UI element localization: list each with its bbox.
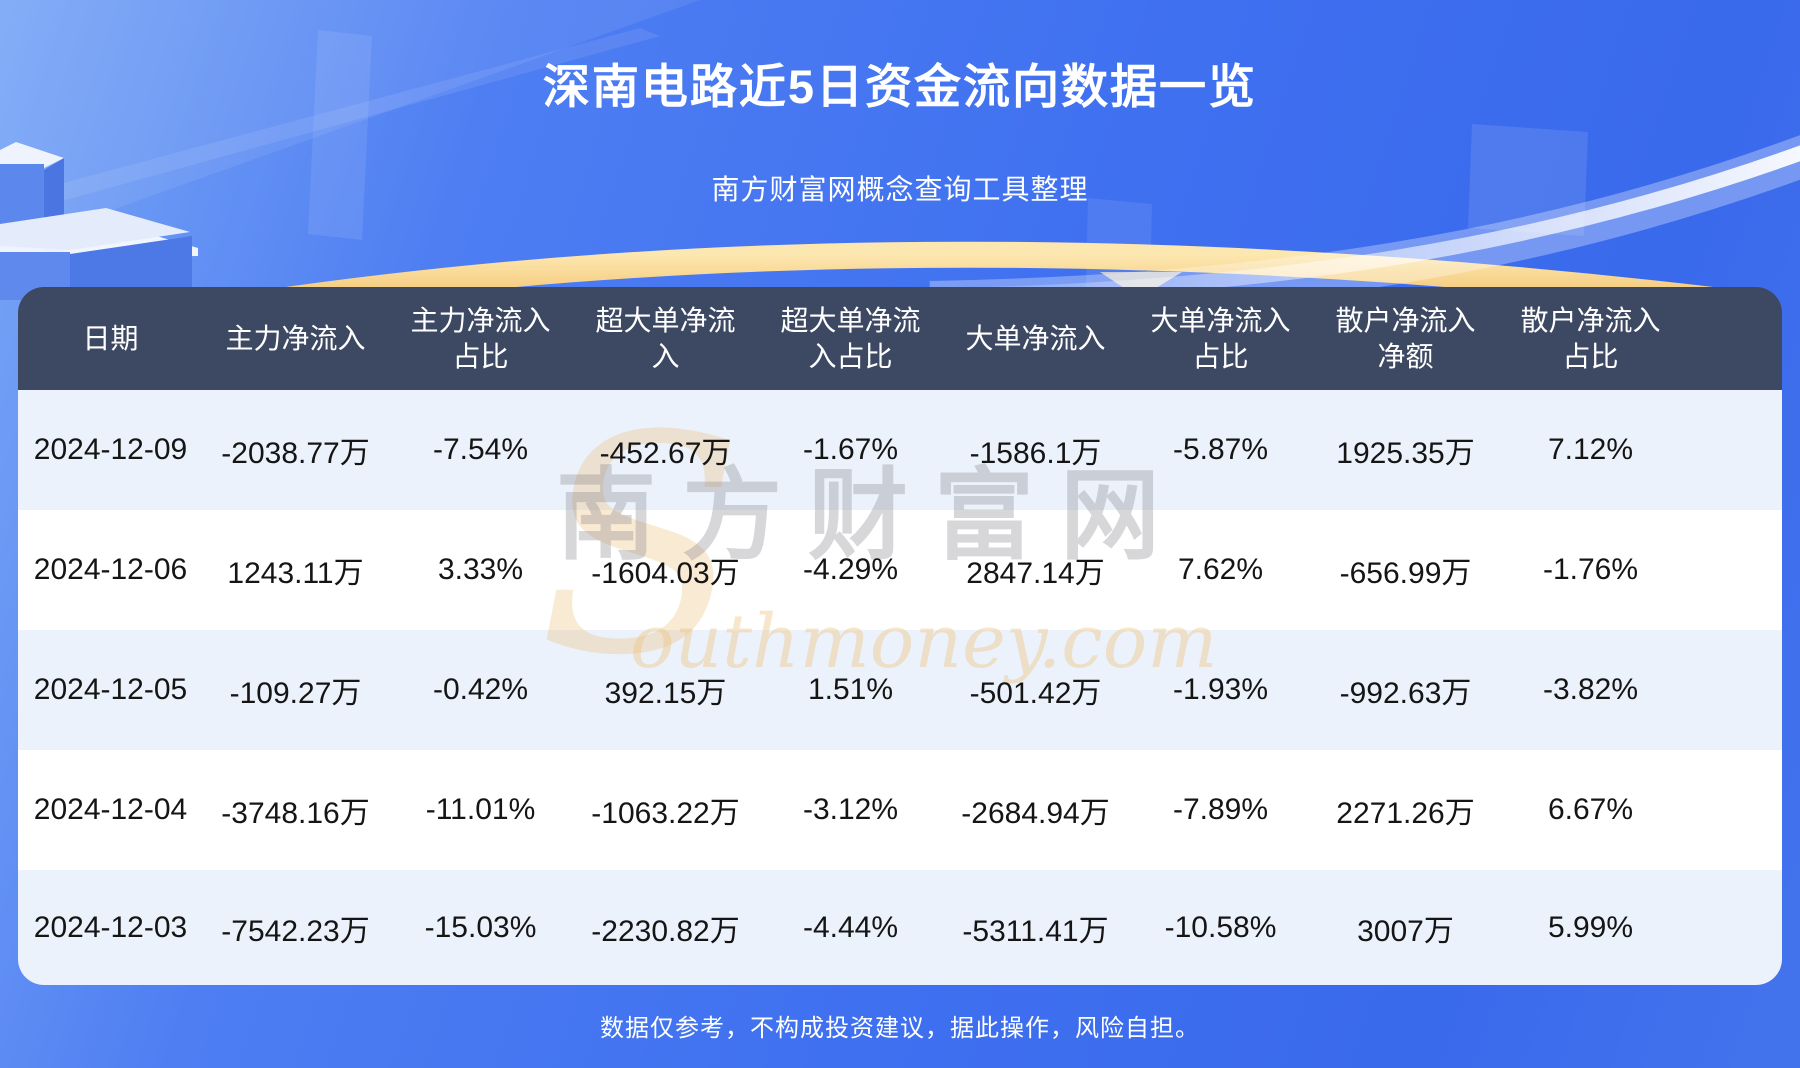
cell-value: -1586.1万 (969, 437, 1102, 470)
page-title: 深南电路近5日资金流向数据一览 (542, 60, 1258, 113)
cell-date: 2024-12-06 (33, 553, 188, 586)
table-row: 2024-12-05 -109.27万 -0.42% 392.15万 1.51%… (18, 630, 1782, 750)
column-header-retail-net-inflow-pct: 散户净流入 占比 (1520, 304, 1661, 372)
cell-value: -1.67% (802, 433, 899, 466)
spacer-cell (1683, 390, 1782, 510)
glass-panel-right (1468, 124, 1588, 236)
cell-value: -3.82% (1542, 673, 1639, 706)
cell-value: 7.62% (1177, 553, 1264, 586)
fund-flow-table: 日期 主力净流入 主力净流入 占比 超大单净流 入 超大单净流 入占比 大单净流… (18, 287, 1782, 985)
fund-flow-table-card: S 南方财富网 outhmoney.com 日期 主力净流入 主力净流入 占比 … (18, 287, 1782, 985)
cell-value: -1063.22万 (591, 797, 740, 830)
cell-date: 2024-12-04 (33, 793, 188, 826)
cell-value: -1.93% (1172, 673, 1269, 706)
column-header-large-order-net-inflow-pct: 大单净流入 占比 (1150, 304, 1291, 372)
row-stripe (18, 390, 1782, 510)
cell-value: -3.12% (802, 793, 899, 826)
cell-value: 1243.11万 (227, 557, 364, 590)
cell-value: 6.67% (1547, 793, 1634, 826)
page-subtitle: 南方财富网概念查询工具整理 (711, 174, 1089, 205)
row-stripes-background (18, 287, 1782, 985)
cell-value: -10.58% (1164, 910, 1277, 944)
cell-value: 2271.26万 (1336, 797, 1475, 830)
row-stripe (18, 510, 1782, 630)
cell-value: -1.76% (1542, 553, 1639, 586)
cell-value: 392.15万 (604, 677, 727, 710)
cell-value: -2684.94万 (961, 797, 1110, 830)
banner-decoration-graphic (0, 0, 1800, 300)
header-stripe (18, 287, 1782, 390)
cell-value: -3748.16万 (221, 797, 370, 830)
cell-value: -15.03% (424, 910, 537, 944)
cell-value: 7.12% (1547, 433, 1634, 466)
column-header-xl-order-net-inflow-pct: 超大单净流 入占比 (780, 304, 921, 372)
cell-value: 5.99% (1547, 910, 1634, 944)
cell-value: -5.87% (1172, 433, 1269, 466)
cell-value: -5311.41万 (962, 914, 1109, 948)
cell-value: 3007万 (1357, 914, 1454, 948)
cell-value: 2847.14万 (966, 557, 1105, 590)
glass-panel-left (308, 30, 372, 240)
table-row: 2024-12-09 -2038.77万 -7.54% -452.67万 -1.… (18, 390, 1782, 510)
cell-value: -2230.82万 (591, 914, 740, 948)
cell-value: -7542.23万 (221, 914, 370, 948)
cell-value: -11.01% (425, 793, 536, 826)
row-stripe (18, 630, 1782, 750)
cell-value: -0.42% (432, 673, 529, 706)
column-header-date: 日期 (82, 322, 139, 354)
cell-value: -7.54% (432, 433, 529, 466)
cell-value: -7.89% (1172, 793, 1269, 826)
spacer-cell (1683, 750, 1782, 870)
cell-date: 2024-12-05 (33, 673, 188, 706)
table-row: 2024-12-06 1243.11万 3.33% -1604.03万 -4.2… (18, 510, 1782, 630)
cell-value: 1.51% (807, 673, 894, 706)
cell-date: 2024-12-03 (33, 910, 188, 944)
spacer-cell (1683, 870, 1782, 985)
column-header-main-net-inflow: 主力净流入 (225, 322, 366, 354)
disclaimer-text: 数据仅参考，不构成投资建议，据此操作，风险自担。 (600, 1015, 1200, 1042)
cell-value: 3.33% (437, 553, 524, 586)
row-stripe (18, 870, 1782, 985)
cell-value: 1925.35万 (1336, 437, 1475, 470)
cell-value: -452.67万 (599, 437, 732, 470)
column-header-main-net-inflow-pct: 主力净流入 占比 (410, 304, 551, 372)
spacer-header (1683, 287, 1782, 390)
cell-value: -1604.03万 (591, 557, 740, 590)
row-stripe (18, 750, 1782, 870)
cell-value: -4.29% (802, 553, 899, 586)
cell-value: -109.27万 (229, 677, 362, 710)
sheen-shape (0, 0, 700, 250)
light-streak (0, 28, 660, 218)
cell-value: -992.63万 (1339, 677, 1472, 710)
table-header-row: 日期 主力净流入 主力净流入 占比 超大单净流 入 超大单净流 入占比 大单净流… (18, 287, 1782, 390)
cell-value: -4.44% (802, 910, 899, 944)
spacer-cell (1683, 510, 1782, 630)
table-row: 2024-12-03 -7542.23万 -15.03% -2230.82万 -… (18, 870, 1782, 985)
cell-date: 2024-12-09 (33, 433, 188, 466)
column-header-large-order-net-inflow: 大单净流入 (965, 322, 1106, 354)
spacer-cell (1683, 630, 1782, 750)
table-row: 2024-12-04 -3748.16万 -11.01% -1063.22万 -… (18, 750, 1782, 870)
cell-value: -501.42万 (969, 677, 1102, 710)
column-header-xl-order-net-inflow: 超大单净流 入 (595, 304, 736, 372)
column-header-retail-net-inflow: 散户净流入 净额 (1335, 304, 1476, 372)
cell-value: -656.99万 (1339, 557, 1472, 590)
cell-value: -2038.77万 (221, 437, 370, 470)
